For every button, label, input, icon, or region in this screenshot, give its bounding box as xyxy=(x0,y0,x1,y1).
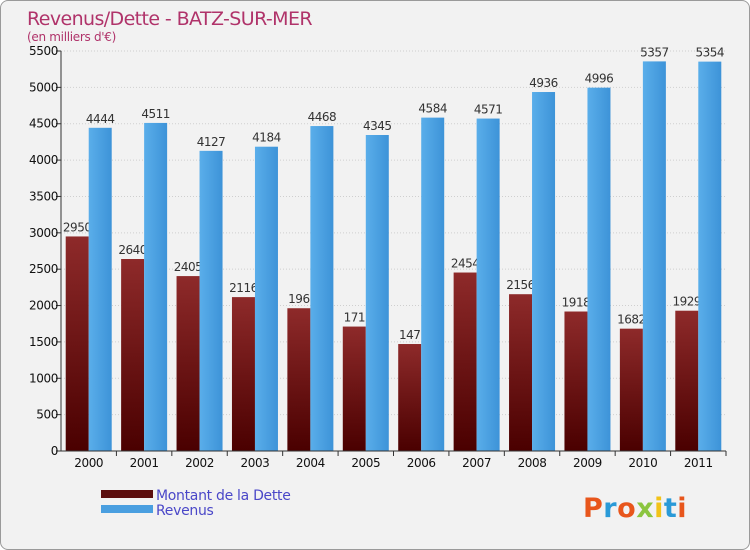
y-tick-label: 2000 xyxy=(29,299,58,313)
bar-revenus-2011 xyxy=(698,61,722,451)
data-label-revenus-2001: 4511 xyxy=(141,107,170,121)
data-label-revenus-2007: 4571 xyxy=(474,103,503,117)
bar-dette-2005 xyxy=(342,326,366,451)
x-tick-label: 2001 xyxy=(130,456,159,470)
bar-dette-2001 xyxy=(121,259,145,451)
bar-revenus-2009 xyxy=(587,87,611,452)
bar-revenus-2005 xyxy=(365,135,389,451)
bar-dette-2010 xyxy=(619,328,643,451)
gridlines xyxy=(61,50,726,452)
legend-swatch-revenus xyxy=(101,505,153,513)
axes: 0 500 1000 1500 2000 2500 3000 3500 4000 4500 5000… xyxy=(29,44,727,470)
bar-dette-2008 xyxy=(509,294,533,451)
data-label-revenus-2006: 4584 xyxy=(418,102,447,116)
data-label-dette-2010: 1682 xyxy=(617,313,646,327)
bar-dette-2011 xyxy=(675,310,699,451)
x-tick-label: 2008 xyxy=(518,456,547,470)
y-tick-label: 1500 xyxy=(29,335,58,349)
y-tick-label: 0 xyxy=(51,444,58,458)
y-tick-label: 4000 xyxy=(29,153,58,167)
data-label-dette-2007: 2454 xyxy=(451,257,480,271)
logo-letter: i xyxy=(654,493,664,524)
data-label-dette-2002: 2405 xyxy=(174,260,203,274)
logo-letter: t xyxy=(664,493,677,524)
bar-dette-2007 xyxy=(453,272,477,451)
bar-dette-2002 xyxy=(176,276,200,451)
data-label-revenus-2008: 4936 xyxy=(529,76,558,90)
logo-letter: x xyxy=(636,493,654,524)
data-label-revenus-2005: 4345 xyxy=(363,119,392,133)
x-tick-label: 2003 xyxy=(240,456,269,470)
bar-revenus-2004 xyxy=(310,126,334,452)
logo-letter: o xyxy=(617,493,636,524)
legend: Montant de la Dette Revenus xyxy=(101,488,291,519)
proxiti-logo: Proxiti xyxy=(583,493,687,524)
bar-dette-2000 xyxy=(65,236,89,451)
legend-label-dette: Montant de la Dette xyxy=(156,488,291,504)
bar-revenus-2001 xyxy=(144,122,168,451)
bar-revenus-2006 xyxy=(421,117,445,452)
data-label-revenus-2003: 4184 xyxy=(252,131,281,145)
data-label-dette-2000: 2950 xyxy=(63,220,92,234)
data-label-dette-2011: 1929 xyxy=(673,295,702,309)
bar-dette-2009 xyxy=(564,311,588,451)
bars: 2950 4444 2640 4511 2405 4127 2116 4184 196 4468 1… xyxy=(63,45,725,452)
logo-letter: P xyxy=(583,493,603,524)
x-tick-label: 2009 xyxy=(573,456,602,470)
x-tick-label: 2004 xyxy=(296,456,325,470)
y-tick-label: 1000 xyxy=(29,371,58,385)
data-label-dette-2004: 196 xyxy=(288,292,309,306)
logo-letter: i xyxy=(677,493,687,524)
logo-letter: r xyxy=(603,493,617,524)
legend-swatch-dette xyxy=(101,490,153,498)
x-tick-label: 2005 xyxy=(351,456,380,470)
bar-dette-2004 xyxy=(287,308,311,451)
y-tick-label: 3000 xyxy=(29,226,58,240)
bar-dette-2006 xyxy=(398,344,422,451)
y-tick-label: 4500 xyxy=(29,117,58,131)
x-tick-label: 2006 xyxy=(407,456,436,470)
data-label-dette-2001: 2640 xyxy=(118,243,147,257)
chart-subtitle: (en milliers d'€) xyxy=(27,30,116,44)
bar-revenus-2002 xyxy=(199,150,223,451)
legend-label-revenus: Revenus xyxy=(156,503,214,519)
y-tick-label: 5500 xyxy=(29,44,58,58)
bar-revenus-2008 xyxy=(532,92,556,451)
x-tick-label: 2002 xyxy=(185,456,214,470)
x-tick-label: 2011 xyxy=(684,456,713,470)
x-tick-label: 2000 xyxy=(74,456,103,470)
y-tick-label: 3500 xyxy=(29,189,58,203)
data-label-dette-2006: 147 xyxy=(399,328,420,342)
chart-title: Revenus/Dette - BATZ-SUR-MER xyxy=(27,8,312,30)
data-label-revenus-2004: 4468 xyxy=(308,110,337,124)
data-label-revenus-2010: 5357 xyxy=(640,45,669,59)
data-label-dette-2005: 171 xyxy=(344,311,365,325)
bar-dette-2003 xyxy=(231,297,255,451)
bar-revenus-2007 xyxy=(476,118,500,452)
data-label-dette-2009: 1918 xyxy=(562,296,591,310)
data-label-dette-2008: 2156 xyxy=(506,278,535,292)
data-label-revenus-2000: 4444 xyxy=(86,112,115,126)
y-tick-label: 500 xyxy=(36,408,58,422)
y-tick-label: 5000 xyxy=(29,80,58,94)
bar-revenus-2000 xyxy=(88,127,112,452)
data-label-revenus-2009: 4996 xyxy=(585,72,614,86)
bar-revenus-2003 xyxy=(254,146,278,451)
x-tick-label: 2010 xyxy=(628,456,657,470)
y-tick-label: 2500 xyxy=(29,262,58,276)
data-label-revenus-2002: 4127 xyxy=(197,135,226,149)
data-label-revenus-2011: 5354 xyxy=(696,46,725,60)
x-tick-label: 2007 xyxy=(462,456,491,470)
bar-revenus-2010 xyxy=(642,61,666,452)
data-label-dette-2003: 2116 xyxy=(229,281,258,295)
